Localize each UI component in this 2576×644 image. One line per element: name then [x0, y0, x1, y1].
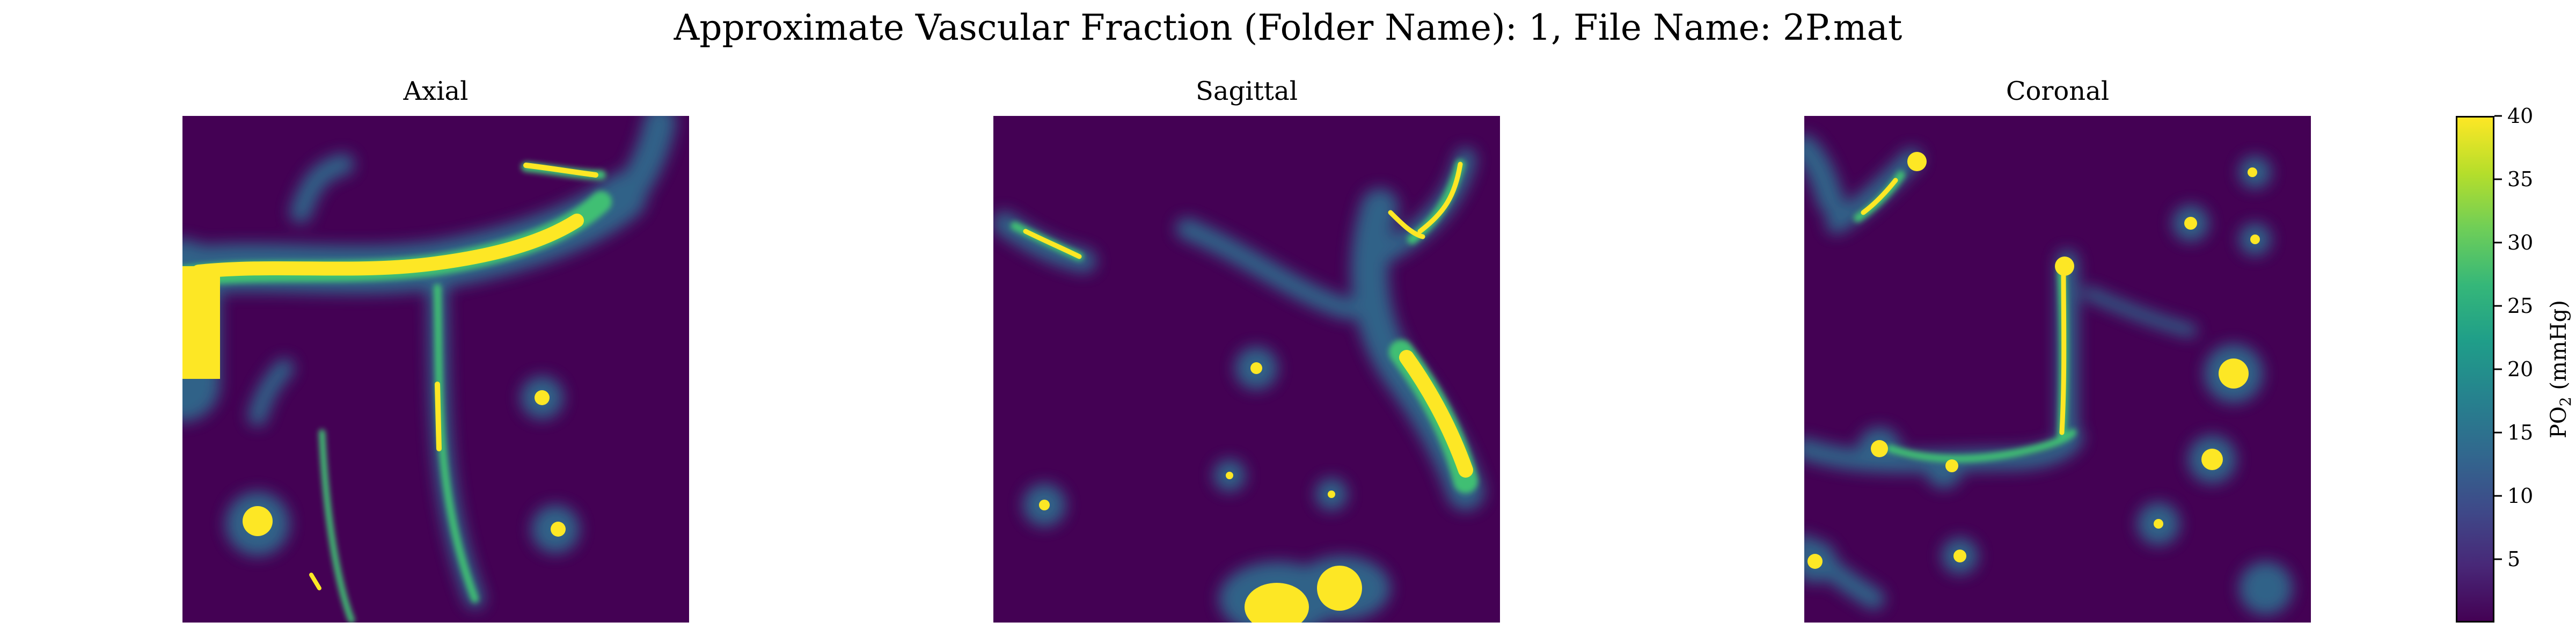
sagittal-title: Sagittal	[1195, 76, 1298, 106]
colorbar-tick-label: 25	[2507, 294, 2533, 318]
axial-title: Axial	[403, 76, 469, 106]
colorbar-tick-label: 40	[2507, 107, 2533, 128]
colorbar-label-main: PO	[2546, 406, 2571, 438]
colorbar-label: PO2 (mmHg)	[2543, 240, 2575, 498]
colorbar-label-sub: 2	[2557, 397, 2574, 407]
colorbar-label-unit: (mmHg)	[2546, 300, 2571, 397]
colorbar-ticks: 5 10 15 20 25 30 35 40	[2494, 107, 2533, 571]
colorbar-tick-label: 35	[2507, 167, 2533, 191]
coronal-heatmap	[1804, 116, 2311, 623]
colorbar-tick-label: 15	[2507, 421, 2533, 444]
colorbar	[2456, 116, 2494, 623]
colorbar-tick-label: 30	[2507, 231, 2533, 254]
axial-heatmap	[182, 116, 689, 623]
sagittal-heatmap	[993, 116, 1500, 623]
colorbar-tick-label: 10	[2507, 484, 2533, 508]
colorbar-tick-label: 20	[2507, 357, 2533, 381]
colorbar-tick-label: 5	[2507, 547, 2520, 571]
coronal-title: Coronal	[2006, 76, 2110, 106]
figure-title: Approximate Vascular Fraction (Folder Na…	[674, 7, 1902, 48]
